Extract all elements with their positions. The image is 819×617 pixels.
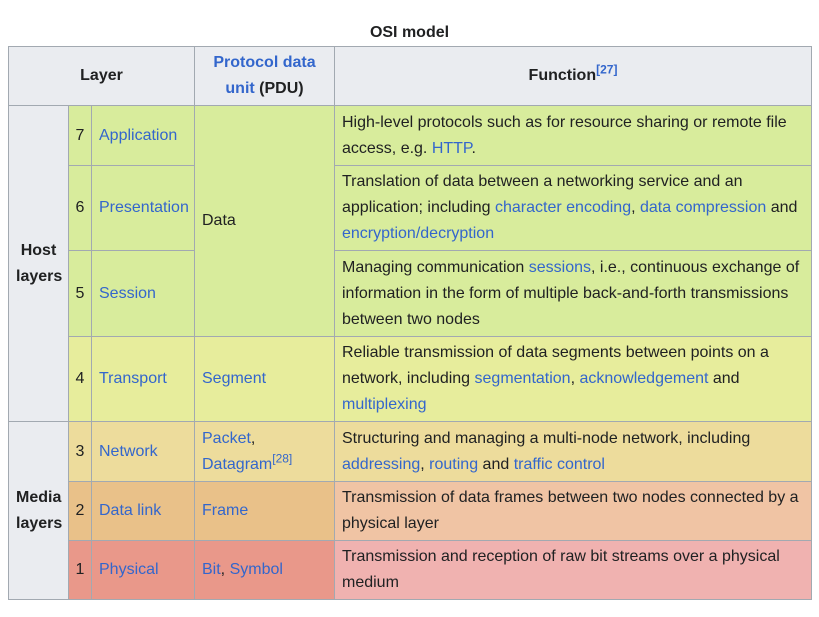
datagram-ref[interactable]: [28]	[272, 451, 293, 466]
pdu-header: Protocol data unit (PDU)	[194, 46, 335, 106]
character-encoding-link[interactable]: character encoding	[495, 199, 632, 216]
packet-link[interactable]: Packet	[202, 429, 251, 447]
layer-number: 1	[68, 540, 92, 600]
datalink-link[interactable]: Data link	[99, 502, 162, 519]
pdu-data: Data	[194, 105, 335, 337]
layer-name-session: Session	[91, 250, 195, 337]
fn-text: ,	[631, 199, 640, 216]
layer-number: 5	[68, 250, 92, 337]
network-link[interactable]: Network	[99, 442, 158, 460]
session-link[interactable]: Session	[99, 284, 156, 302]
addressing-link[interactable]: addressing	[342, 455, 421, 473]
fn-text: , i.e., continuous exchange of informati…	[342, 258, 800, 328]
pdu-frame: Frame	[194, 481, 335, 541]
table-row: 1 Physical Bit, Symbol Transmission and …	[9, 540, 812, 600]
table-row: Media layers 3 Network Packet, Datagram[2…	[8, 421, 812, 600]
function-transport: Reliable transmission of data segments b…	[334, 336, 812, 422]
bit-link[interactable]: Bit	[202, 561, 221, 578]
host-layers-line2: layers	[16, 267, 63, 285]
pdu-packet-datagram: Packet, Datagram[28]	[194, 421, 335, 482]
pdu-sep: ,	[220, 561, 230, 578]
osi-model-table: Layer Protocol data unit (PDU) Function[…	[8, 46, 812, 600]
function-datalink: Transmission of data frames between two …	[334, 481, 812, 541]
segment-link[interactable]: Segment	[202, 370, 267, 387]
sessions-link[interactable]: sessions	[528, 258, 592, 276]
pdu-header-suffix: (PDU)	[254, 80, 304, 97]
function-network: Structuring and managing a multi-node ne…	[334, 421, 812, 482]
layer-name-application: Application	[91, 105, 195, 166]
layer-name-datalink: Data link	[91, 481, 195, 541]
fn-text: Structuring and managing a multi-node ne…	[342, 429, 751, 447]
header-row: Layer Protocol data unit (PDU) Function[…	[8, 46, 812, 106]
function-header: Function[27]	[334, 46, 812, 106]
symbol-link[interactable]: Symbol	[229, 561, 283, 578]
table-caption: OSI model	[369, 24, 450, 41]
encryption-link[interactable]: encryption/decryption	[342, 225, 495, 242]
layer-number: 7	[68, 105, 92, 166]
transport-link[interactable]: Transport	[99, 370, 167, 387]
layer-number: 4	[68, 336, 92, 422]
fn-text: and	[766, 199, 798, 216]
pdu-header-link[interactable]: Protocol data unit	[213, 54, 316, 97]
layer-header: Layer	[8, 46, 195, 106]
layer-number: 6	[68, 165, 92, 251]
frame-link[interactable]: Frame	[202, 502, 249, 519]
fn-text: and	[708, 370, 740, 387]
http-link[interactable]: HTTP	[431, 139, 472, 157]
table-row: 6 Presentation Translation of data betwe…	[9, 165, 812, 251]
function-application: High-level protocols such as for resourc…	[334, 105, 812, 166]
pdu-sep: ,	[250, 429, 256, 447]
function-header-label: Function	[528, 67, 597, 84]
table-row: 2 Data link Frame Transmission of data f…	[9, 481, 812, 541]
fn-text: Managing communication	[342, 258, 529, 276]
fn-text: .	[471, 139, 476, 157]
fn-text: High-level protocols such as for resourc…	[342, 113, 787, 157]
table-row: 4 Transport Segment Reliable transmissio…	[9, 336, 812, 422]
fn-text: Translation of data between a networking…	[342, 173, 743, 216]
layer-name-network: Network	[91, 421, 195, 482]
function-ref[interactable]: [27]	[596, 62, 618, 77]
pdu-bit-symbol: Bit, Symbol	[194, 540, 335, 600]
application-link[interactable]: Application	[99, 126, 178, 144]
media-layers-line1: Media	[16, 488, 62, 506]
segmentation-link[interactable]: segmentation	[474, 370, 571, 387]
fn-text: ,	[420, 455, 430, 473]
physical-link[interactable]: Physical	[99, 561, 159, 578]
function-session: Managing communication sessions, i.e., c…	[334, 250, 812, 337]
layer-name-physical: Physical	[91, 540, 195, 600]
table-row: 5 Session Managing communication session…	[9, 250, 812, 337]
function-physical: Transmission and reception of raw bit st…	[334, 540, 812, 600]
layer-name-presentation: Presentation	[91, 165, 195, 251]
host-layers-label: Host layers	[8, 105, 69, 422]
fn-text: and	[478, 455, 514, 473]
datagram-link[interactable]: Datagram	[202, 455, 273, 473]
acknowledgement-link[interactable]: acknowledgement	[579, 370, 709, 387]
pdu-segment: Segment	[194, 336, 335, 422]
media-layers-line2: layers	[16, 514, 63, 532]
media-layers-label: Media layers	[8, 421, 69, 600]
layer-number: 2	[68, 481, 92, 541]
traffic-control-link[interactable]: traffic control	[513, 455, 605, 473]
fn-text: Reliable transmission of data segments b…	[342, 344, 769, 387]
host-layers-line1: Host	[20, 241, 57, 259]
data-compression-link[interactable]: data compression	[639, 199, 767, 216]
fn-text: ,	[570, 370, 580, 387]
routing-link[interactable]: routing	[429, 455, 479, 473]
presentation-link[interactable]: Presentation	[99, 199, 189, 216]
function-presentation: Translation of data between a networking…	[334, 165, 812, 251]
layer-name-transport: Transport	[91, 336, 195, 422]
multiplexing-link[interactable]: multiplexing	[342, 396, 427, 413]
layer-number: 3	[68, 421, 92, 482]
table-row: Host layers 7 Application Data High-leve…	[8, 105, 812, 422]
